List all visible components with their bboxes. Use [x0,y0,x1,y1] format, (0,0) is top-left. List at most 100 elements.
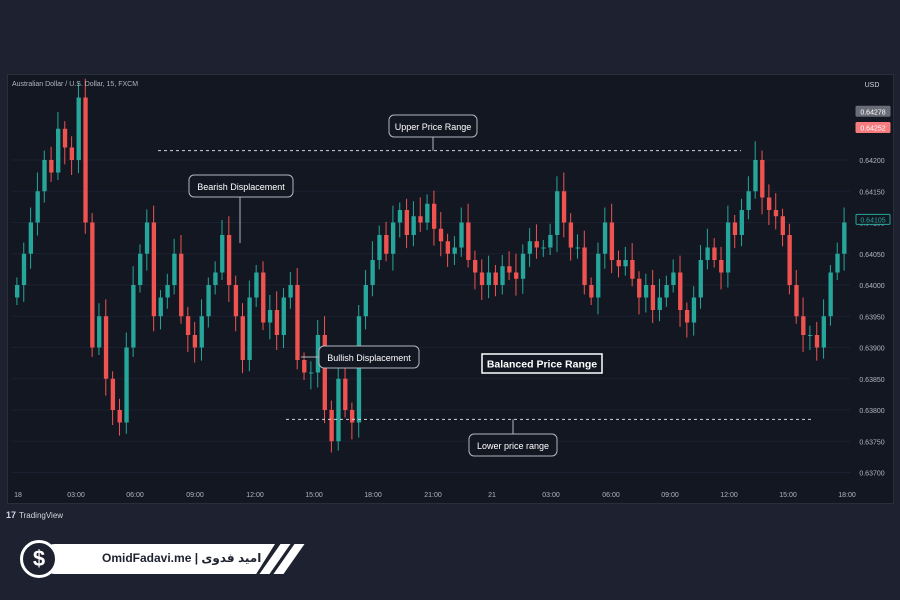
price-tick-label: 0.64050 [859,252,884,259]
candle-up [220,235,225,273]
candle-up [247,297,252,360]
candle-down [493,272,498,285]
candle-down [780,216,785,235]
chart-frame[interactable]: Upper Price Range Bearish Displacement Bul… [7,74,894,504]
candle-up [500,266,505,285]
time-tick-label: 03:00 [542,492,560,499]
candle-down [801,316,806,335]
candle-down [609,222,615,260]
candle-down [438,228,444,242]
candle-down [83,97,88,223]
level-lines [158,150,813,420]
candle-up [131,285,136,348]
tv-icon: 17 [6,510,17,520]
candle-up [377,235,382,260]
candle-down [630,260,635,279]
candle-up [42,160,47,192]
candle-down [322,335,327,410]
candle-up [664,285,669,298]
candle-up [370,260,375,285]
candle-down [473,260,478,273]
brand-text: OmidFadavi.me | امید فدوی [102,551,262,565]
candle-down [760,160,765,198]
candle-up [486,272,492,285]
candle-down [62,128,68,148]
price-tick-label: 0.63900 [859,346,884,353]
candle-down [49,160,54,173]
candle-up [199,316,204,348]
candle-down [274,310,280,335]
price-tick-label: 0.63700 [859,471,884,478]
candle-down [117,410,122,423]
candle-down [466,222,471,260]
callouts: Upper Price Range Bearish Displacement Bul… [188,114,603,457]
tradingview-logo[interactable]: 17 TradingView [6,510,63,520]
candle-up [746,191,751,210]
candle-down [179,253,184,317]
candle-down [240,316,245,360]
candle-up [821,316,826,348]
candle-down [418,216,423,223]
candle-up [363,285,368,317]
time-tick-label: 06:00 [126,492,144,499]
candle-up [28,222,34,254]
candle-up [643,285,649,298]
candle-up [657,297,662,310]
time-tick-label: 09:00 [186,492,204,499]
candle-up [835,253,840,273]
candle-up [213,272,218,285]
callout-balanced-box [481,353,603,374]
candle-up [144,222,150,254]
time-tick-label: 21 [488,492,496,499]
grid [12,159,850,473]
callout-bullish-label: Bullish Displacement [327,353,411,363]
candle-down [678,272,683,310]
candle-up [308,372,314,374]
callout-upper-label: Upper Price Range [395,122,472,132]
candle-up [315,335,321,373]
candle-up [56,128,61,173]
time-axis: 18 03:00 06:00 09:00 12:00 15:00 18:00 21:00 21 0… [14,492,856,499]
candle-up [21,253,27,285]
candle-up [548,235,553,248]
callout-bearish-box [188,174,294,198]
candle-up [411,216,416,235]
brand-pill [40,544,275,574]
candle-down [185,316,191,335]
price-tick-label: 0.64000 [859,283,884,290]
candle-down [582,247,587,285]
candle-down [261,272,266,323]
price-tick-label: 0.64150 [859,189,884,196]
candle-up [336,378,341,442]
candle-up [725,222,731,273]
candle-up [356,316,362,423]
symbol-label: Australian Dollar / U.S. Dollar, 15, FXC… [12,81,139,88]
candle-down [616,260,621,267]
candle-up [575,247,580,249]
candle-down [445,241,451,254]
candle-up [138,253,143,285]
candle-down [766,197,772,210]
candle-up [390,222,396,254]
candle-down [479,272,485,285]
candle-up [15,285,20,298]
candle-down [295,285,300,360]
candle-down [637,278,642,298]
price-badge-high-label: 0.64252 [860,126,885,133]
candle-down [110,378,116,410]
candle-down [507,266,512,273]
chart-canvas[interactable]: Upper Price Range Bearish Displacement Bul… [8,75,893,503]
candle-down [650,285,656,310]
candle-up [281,297,286,335]
callout-balanced-label: Balanced Price Range [487,359,597,371]
candles [15,78,847,453]
candle-down [151,222,157,317]
price-badge-last [855,213,891,225]
price-badge-top [855,105,891,117]
callout-bearish-label: Bearish Displacement [197,182,285,192]
candle-up [541,247,546,249]
brand-banner: $ OmidFadavi.me | امید فدوی [20,540,305,578]
candle-down [534,241,539,248]
time-tick-label: 18:00 [364,492,382,499]
time-tick-label: 18:00 [838,492,856,499]
